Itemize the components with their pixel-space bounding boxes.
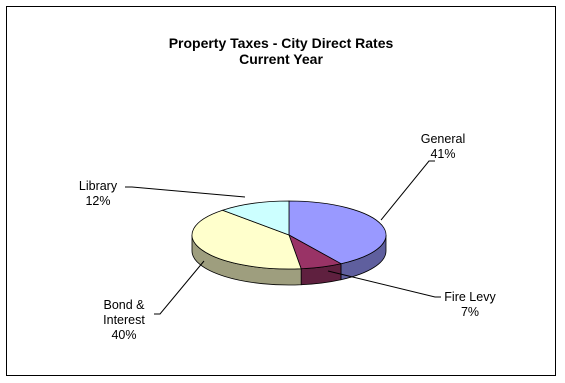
- chart-title: Property Taxes - City Direct Rates: [168, 35, 394, 51]
- pie-chart: General 41% Fire Levy 7% Bond & Interest…: [79, 132, 497, 342]
- value-fire-levy: 7%: [461, 305, 479, 319]
- label-bond-interest-line2: Interest: [103, 313, 145, 327]
- label-fire-levy: Fire Levy: [444, 290, 496, 304]
- chart-frame: Property Taxes - City Direct Rates Curre…: [6, 6, 556, 376]
- label-general: General: [421, 132, 465, 146]
- leader-line-library: [125, 186, 246, 198]
- leader-line-general: [380, 160, 435, 221]
- pie-slice-bond-interest: [191, 209, 302, 270]
- label-library: Library: [79, 179, 118, 193]
- value-library: 12%: [85, 194, 110, 208]
- value-general: 41%: [430, 147, 455, 161]
- pie-slice-library: [221, 200, 290, 236]
- value-bond-interest: 40%: [111, 328, 136, 342]
- chart-subtitle: Current Year: [239, 51, 323, 67]
- label-bond-interest-line1: Bond &: [103, 298, 145, 312]
- leader-line-fire-levy: [327, 270, 441, 298]
- leader-line-bond-interest: [154, 260, 205, 315]
